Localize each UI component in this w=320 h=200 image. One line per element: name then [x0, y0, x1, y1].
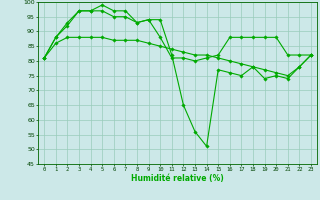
X-axis label: Humidité relative (%): Humidité relative (%)	[131, 174, 224, 183]
